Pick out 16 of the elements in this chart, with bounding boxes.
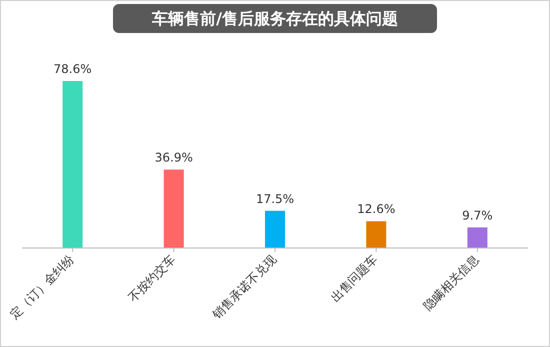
x-tick-label: 销售承诺不兑现 [209,252,280,322]
bar [62,81,83,248]
bar [366,221,386,248]
data-label: 78.6% [54,62,92,76]
bar [265,210,285,248]
x-tick-label: 定（订）金纠纷 [7,252,77,322]
chart-title: 车辆售前/售后服务存在的具体问题 [151,9,398,28]
data-label: 12.6% [357,202,396,216]
x-tick-label: 不按约交车 [126,252,178,305]
x-tick-label: 隐瞒相关信息 [420,252,482,314]
data-label: 17.5% [256,192,294,206]
bar [164,170,184,248]
x-tick-label: 出售问题车 [328,252,380,305]
data-label: 36.9% [154,150,193,165]
bar [467,227,488,248]
data-label: 9.7% [462,208,493,222]
